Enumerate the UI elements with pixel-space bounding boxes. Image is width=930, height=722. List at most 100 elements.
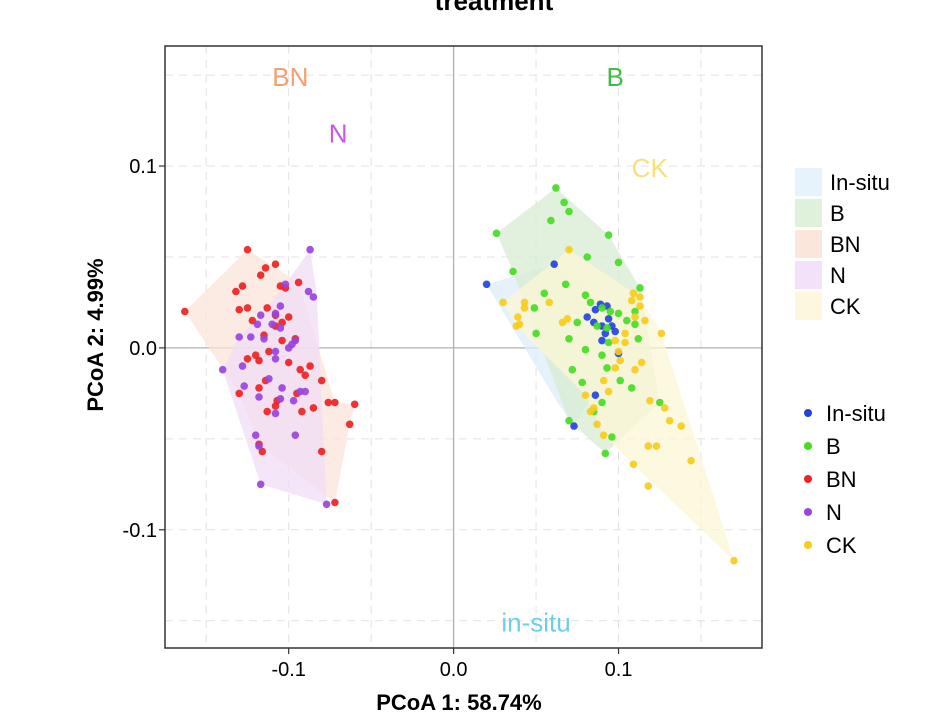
point-ck (621, 329, 629, 338)
legend-fill-label: B (830, 201, 845, 226)
point-n (218, 365, 227, 374)
point-ck (611, 336, 619, 345)
legend-point-label: N (826, 500, 842, 525)
point-b (623, 316, 631, 325)
point-ck (652, 442, 661, 450)
point-n (271, 409, 280, 418)
point-b (601, 449, 610, 458)
point-ck (545, 298, 554, 307)
point-b (656, 398, 664, 407)
point-ck (599, 431, 608, 440)
group-label-n: N (329, 118, 348, 148)
point-n (301, 387, 310, 396)
point-ck (590, 404, 598, 412)
point-b (616, 376, 624, 385)
point-in-situ (591, 305, 600, 314)
point-bn (261, 264, 270, 272)
point-bn (317, 376, 326, 385)
point-bn (271, 402, 280, 410)
point-b (552, 184, 560, 192)
point-b (565, 207, 573, 216)
point-b (573, 318, 582, 327)
point-n (278, 384, 286, 392)
point-b (530, 304, 539, 312)
point-b (492, 229, 501, 238)
y-axis-ticks: 0.1 0.0 -0.1 (123, 156, 165, 542)
legend-fill-label: In-situ (830, 170, 890, 195)
point-ck (641, 316, 649, 325)
point-ck (515, 320, 524, 329)
point-ck (629, 289, 638, 298)
group-label-in-situ: in-situ (501, 608, 570, 638)
point-b (578, 378, 586, 387)
point-b (608, 433, 616, 441)
point-b (614, 258, 623, 267)
legend-point-swatch (804, 475, 812, 483)
point-b (631, 307, 639, 316)
point-b (603, 324, 611, 332)
point-b (560, 198, 568, 207)
point-b (568, 365, 577, 374)
point-ck (614, 347, 623, 356)
legend-fill-swatch (795, 168, 822, 196)
point-b (581, 291, 590, 300)
legend-point-label: CK (826, 533, 857, 558)
point-b (603, 364, 611, 372)
point-bn (181, 307, 189, 316)
legend-point-swatch (804, 508, 812, 516)
point-bn (265, 347, 273, 356)
point-bn (331, 498, 339, 507)
point-n (247, 333, 255, 341)
point-ck (644, 442, 652, 450)
point-n (276, 324, 285, 332)
point-n (256, 480, 265, 489)
point-b (581, 345, 590, 354)
point-ck (604, 387, 613, 396)
point-bn (255, 384, 263, 392)
point-ck (627, 296, 636, 305)
point-ck (644, 482, 652, 490)
point-n (276, 395, 285, 403)
point-bn (243, 245, 252, 254)
point-b (604, 338, 613, 347)
point-n (240, 382, 248, 390)
point-n (281, 280, 290, 289)
point-layer (181, 184, 738, 565)
legend-point-swatch (804, 541, 812, 549)
point-bn (284, 358, 293, 367)
point-ck (565, 245, 573, 254)
legend-fill-swatch (795, 199, 822, 227)
legend-point-label: In-situ (826, 401, 886, 426)
legend-fill: In-situ B BN N CK (795, 168, 890, 320)
point-bn (296, 365, 305, 374)
legend-fill-label: BN (830, 232, 861, 257)
point-bn (317, 447, 326, 456)
point-ck (611, 364, 619, 372)
point-b (565, 335, 573, 343)
point-ck (621, 338, 629, 347)
y-tick-label: 0.0 (129, 338, 157, 360)
x-tick-label: 0.1 (605, 659, 633, 681)
point-ck (563, 315, 572, 323)
point-b (598, 398, 606, 407)
point-n (271, 347, 280, 356)
point-ck (665, 416, 674, 425)
point-b (598, 351, 606, 360)
hull-n (222, 249, 327, 505)
point-n (271, 309, 280, 318)
group-label-ck: CK (632, 153, 669, 183)
point-n (291, 431, 300, 440)
point-ck (660, 404, 669, 412)
x-tick-label: -0.1 (271, 659, 305, 681)
point-n (268, 320, 277, 329)
point-b (598, 304, 606, 312)
point-n (255, 393, 263, 401)
point-b (627, 384, 636, 392)
point-ck (677, 422, 685, 430)
point-in-situ (604, 315, 613, 323)
point-bn (251, 351, 260, 360)
point-ck (616, 356, 624, 365)
group-label-bn: BN (272, 62, 308, 92)
point-in-situ (591, 391, 600, 400)
